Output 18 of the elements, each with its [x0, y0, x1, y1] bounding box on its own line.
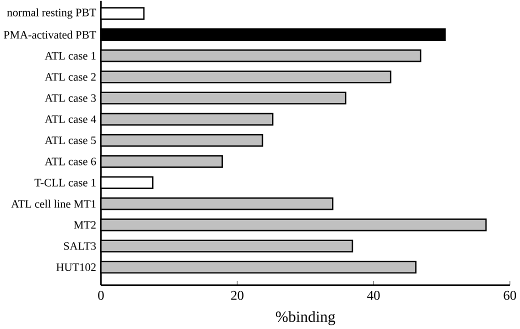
y-tick-label: T-CLL case 1 [34, 179, 96, 187]
y-tick-label: SALT3 [64, 242, 96, 250]
y-tick-label: HUT102 [56, 264, 96, 272]
y-tick-label: ATL case 3 [44, 94, 96, 102]
y-tick-label: ATL case 1 [44, 52, 96, 60]
y-tick-label: normal resting PBT [7, 8, 96, 19]
y-tick-label: ATL case 2 [44, 73, 96, 81]
x-axis-title: %binding [276, 311, 336, 326]
y-tick-label: ATL cell line MT1 [11, 200, 96, 208]
x-tick-label: 20 [231, 291, 244, 300]
y-tick-label: ATL case 5 [44, 136, 96, 144]
x-tick-label: 60 [504, 291, 516, 300]
y-tick-label: ATL case 6 [44, 158, 96, 166]
y-tick-label: MT2 [74, 221, 96, 229]
x-tick-label: 40 [367, 291, 380, 300]
y-tick-label: ATL case 4 [44, 116, 96, 124]
y-tick-label: PMA-activated PBT [4, 30, 96, 39]
x-tick-label: 0 [98, 291, 104, 300]
